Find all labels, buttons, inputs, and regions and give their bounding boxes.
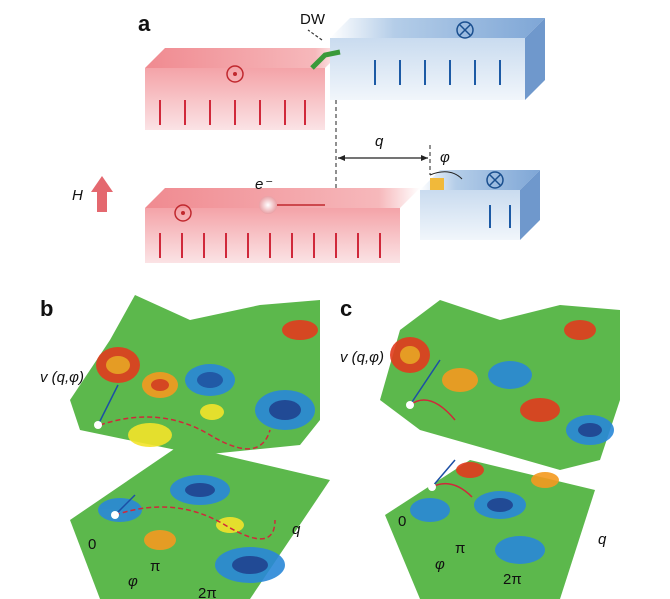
panel-label: b: [40, 296, 53, 321]
panel-label: a: [138, 11, 151, 36]
panel-c: c v (q,φ) 0 π 2π φ q: [340, 296, 620, 599]
potential-label: v (q,φ): [40, 369, 84, 386]
field-label: H: [72, 187, 83, 204]
potential-label: v (q,φ): [340, 349, 384, 366]
dw-label: DW: [300, 11, 326, 28]
axis-label: φ: [128, 573, 138, 590]
phi-label: φ: [440, 149, 450, 166]
tick-label: π: [150, 558, 160, 575]
electron-label: e⁻: [255, 176, 272, 193]
tick-label: 2π: [503, 571, 522, 588]
figure: a DW q φ: [0, 0, 670, 599]
tick-label: 0: [88, 536, 96, 553]
axis-label: φ: [435, 556, 445, 573]
tick-label: π: [455, 540, 465, 557]
tick-label: 0: [398, 513, 406, 530]
tick-label: 2π: [198, 585, 217, 599]
panel-label: c: [340, 296, 352, 321]
panel-a: a DW q φ: [72, 11, 545, 263]
axis-label: q: [292, 521, 301, 538]
panel-b: b v (q,φ) 0 π 2π φ q: [40, 295, 330, 599]
axis-label: q: [598, 531, 607, 548]
q-label: q: [375, 133, 384, 150]
